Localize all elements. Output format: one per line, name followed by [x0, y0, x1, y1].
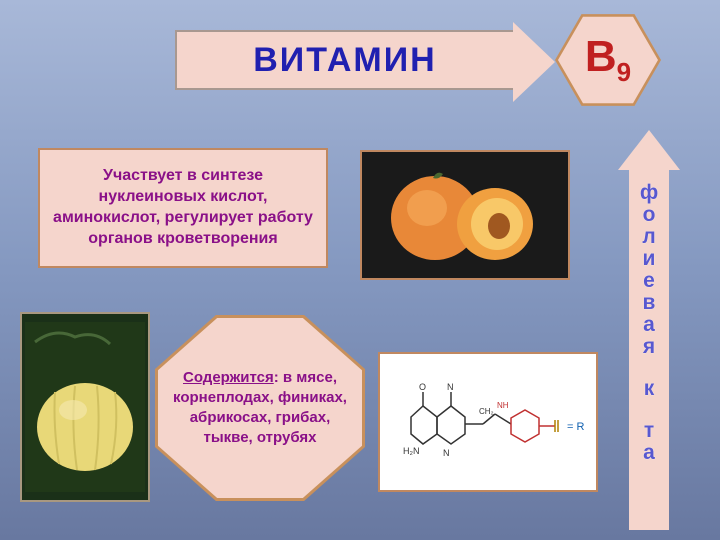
- svg-text:CH₂: CH₂: [479, 407, 494, 416]
- vertical-char: а: [618, 314, 680, 336]
- vertical-char: в: [618, 292, 680, 314]
- vertical-char: к: [618, 378, 680, 400]
- vertical-arrow: фолиеваякта: [618, 130, 680, 530]
- vitamin-subscript: 9: [617, 57, 631, 87]
- vertical-char: [618, 400, 680, 420]
- vertical-char: [618, 358, 680, 378]
- pumpkin-icon: [25, 322, 145, 492]
- vertical-char: ф: [618, 182, 680, 204]
- vertical-label: фолиеваякта: [618, 182, 680, 465]
- description-box: Участвует в синтезе нуклеиновых кислот, …: [38, 148, 328, 268]
- svg-text:= R: = R: [567, 421, 584, 433]
- vertical-char: о: [618, 204, 680, 226]
- vertical-char: я: [618, 336, 680, 358]
- apricot-image: [360, 150, 570, 280]
- molecule-icon: O N H₂N N CH₂ NH = R: [383, 362, 593, 482]
- vitamin-label: B9: [585, 32, 631, 88]
- pumpkin-image: [20, 312, 150, 502]
- formula-image: O N H₂N N CH₂ NH = R: [378, 352, 598, 492]
- vertical-char: а: [618, 442, 680, 464]
- svg-text:N: N: [447, 382, 454, 392]
- vertical-char: е: [618, 270, 680, 292]
- vertical-char: и: [618, 248, 680, 270]
- vitamin-letter: B: [585, 32, 617, 81]
- title-banner: ВИТАМИН: [175, 30, 515, 90]
- svg-text:H₂N: H₂N: [403, 446, 420, 456]
- vitamin-hexagon: B9: [558, 12, 658, 108]
- svg-text:N: N: [443, 448, 450, 458]
- arrow-head-icon: [618, 130, 680, 170]
- svg-text:NH: NH: [497, 401, 509, 410]
- svg-text:O: O: [419, 382, 426, 392]
- contains-text: Содержится: в мясе, корнеплодах, финиках…: [158, 368, 362, 449]
- title-text: ВИТАМИН: [253, 41, 437, 80]
- apricot-icon: [375, 160, 555, 270]
- vertical-char: т: [618, 420, 680, 442]
- contains-octagon: Содержится: в мясе, корнеплодах, финиках…: [158, 318, 362, 498]
- vertical-char: л: [618, 226, 680, 248]
- description-text: Участвует в синтезе нуклеиновых кислот, …: [48, 166, 318, 249]
- contains-heading: Содержится: [183, 369, 274, 386]
